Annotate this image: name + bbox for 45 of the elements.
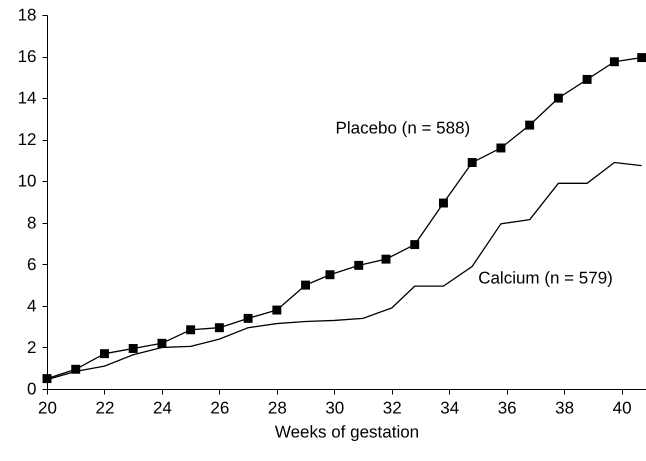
point	[272, 306, 282, 315]
x-tick-label: 22	[95, 398, 114, 418]
point	[637, 53, 646, 62]
point	[525, 120, 534, 130]
point	[186, 325, 196, 334]
x-tick-label: 28	[268, 398, 287, 418]
point	[157, 338, 166, 348]
series-label: Calcium (n = 579)	[478, 268, 613, 288]
point	[554, 94, 563, 103]
y-tick-label: 6	[27, 254, 36, 274]
y-tick-label: 4	[27, 296, 36, 316]
x-tick-label: 20	[38, 398, 57, 418]
point	[128, 344, 138, 353]
series-label: Placebo (n = 588)	[336, 118, 470, 138]
x-tick-label: 34	[440, 398, 460, 418]
x-axis-title: Weeks of gestation	[274, 422, 420, 442]
y-tick-label: 18	[18, 6, 36, 24]
point	[100, 349, 109, 358]
point	[410, 240, 420, 250]
x-tick-label: 40	[612, 398, 632, 418]
y-tick-label: 10	[18, 172, 36, 191]
point	[438, 198, 448, 208]
point	[42, 374, 52, 384]
point	[610, 57, 619, 66]
y-tick-label: 8	[27, 213, 36, 232]
point	[582, 74, 592, 84]
point	[382, 254, 390, 264]
point	[326, 270, 334, 280]
point	[244, 314, 253, 323]
y-tick-label: 14	[18, 88, 36, 108]
y-tick-label: 16	[18, 47, 36, 66]
x-tick-label: 24	[152, 398, 172, 418]
point	[496, 144, 506, 152]
y-tick-label: 12	[18, 130, 36, 150]
point	[354, 260, 364, 270]
y-tick-label: 0	[27, 380, 36, 398]
x-tick-label: 30	[325, 398, 344, 418]
x-tick-label: 32	[382, 398, 402, 418]
point	[468, 158, 477, 167]
x-tick-label: 38	[555, 398, 574, 418]
x-tick-label: 36	[498, 398, 517, 418]
y-tick-label: 2	[27, 338, 36, 357]
point	[214, 323, 224, 332]
x-tick-label: 26	[210, 398, 230, 418]
point	[301, 280, 310, 290]
